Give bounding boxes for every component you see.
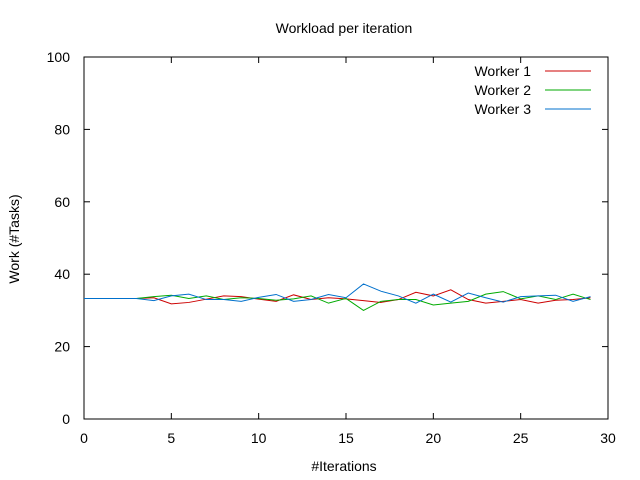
y-tick-label: 20 xyxy=(54,339,70,355)
legend-label-worker-1: Worker 1 xyxy=(474,63,531,79)
axis-ticks: 0 5 10 15 20 25 30 0 20 40 60 80 100 xyxy=(47,49,616,446)
y-tick-label: 100 xyxy=(47,49,71,65)
x-tick-label: 5 xyxy=(167,430,175,446)
y-axis-label: Work (#Tasks) xyxy=(6,194,22,283)
legend-label-worker-2: Worker 2 xyxy=(474,82,531,98)
series-line-worker-2 xyxy=(84,291,591,311)
x-tick-label: 10 xyxy=(251,430,267,446)
x-tick-label: 30 xyxy=(600,430,616,446)
x-tick-label: 15 xyxy=(338,430,354,446)
chart-title: Workload per iteration xyxy=(276,20,413,36)
y-tick-label: 80 xyxy=(54,121,70,137)
x-tick-label: 25 xyxy=(513,430,529,446)
x-axis-label: #Iterations xyxy=(311,458,376,474)
x-tick-label: 20 xyxy=(426,430,442,446)
series-line-worker-3 xyxy=(84,283,591,304)
legend-label-worker-3: Worker 3 xyxy=(474,101,531,117)
series-lines xyxy=(84,283,591,311)
y-tick-label: 60 xyxy=(54,194,70,210)
y-tick-label: 40 xyxy=(54,266,70,282)
legend: Worker 1 Worker 2 Worker 3 xyxy=(474,63,591,117)
y-tick-label: 0 xyxy=(62,411,70,427)
x-tick-label: 0 xyxy=(80,430,88,446)
